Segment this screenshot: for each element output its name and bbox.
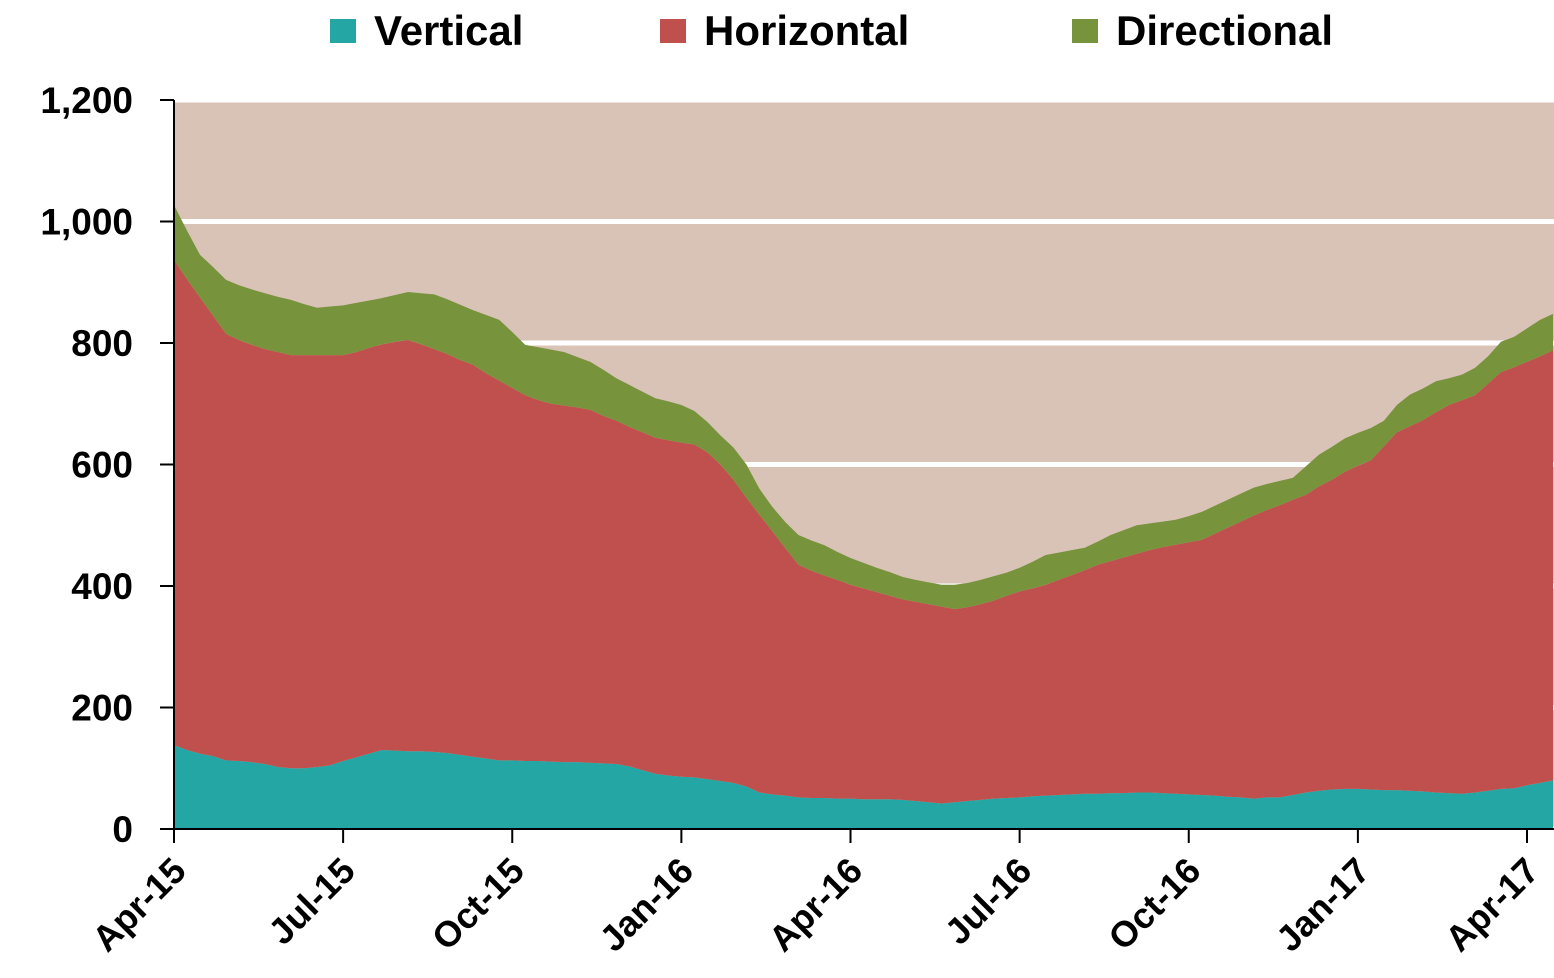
- y-tick-label: 600: [71, 445, 133, 486]
- x-tick-label: Jan-16: [591, 850, 701, 960]
- y-tick-label: 1,200: [40, 80, 133, 121]
- legend-label: Directional: [1116, 7, 1333, 54]
- x-tick-label: Apr-17: [1437, 850, 1547, 960]
- legend-swatch: [1072, 19, 1098, 43]
- x-tick-label: Apr-15: [84, 850, 194, 960]
- x-tick-label: Apr-16: [761, 850, 871, 960]
- x-tick-label: Jul-15: [260, 850, 363, 953]
- area: [174, 745, 1554, 829]
- area: [174, 259, 1554, 804]
- y-tick-label: 0: [112, 809, 133, 850]
- y-tick-label: 400: [71, 566, 133, 607]
- x-tick-label: Jan-17: [1268, 850, 1378, 960]
- legend-label: Vertical: [374, 7, 523, 54]
- legend-swatch: [660, 19, 686, 43]
- y-tick-label: 1,000: [40, 202, 133, 243]
- y-tick-label: 800: [71, 323, 133, 364]
- legend-label: Horizontal: [704, 7, 909, 54]
- y-tick-label: 200: [71, 688, 133, 729]
- x-tick-label: Jul-16: [937, 850, 1040, 953]
- x-tick-label: Oct-16: [1100, 850, 1208, 958]
- x-tick-label: Oct-15: [424, 850, 532, 958]
- legend-swatch: [330, 19, 356, 43]
